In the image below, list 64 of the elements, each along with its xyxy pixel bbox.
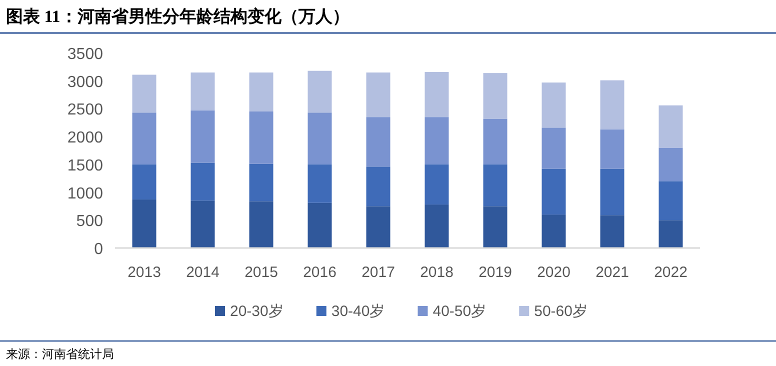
bar	[658, 220, 683, 248]
bar	[308, 164, 332, 203]
bar	[658, 105, 683, 148]
bar	[483, 118, 508, 164]
bar	[600, 129, 624, 169]
bar	[249, 112, 274, 164]
y-tick-label: 500	[76, 213, 104, 230]
bar	[249, 164, 274, 202]
x-tick-label: 2020	[537, 264, 570, 281]
bar	[424, 204, 449, 248]
bar	[249, 72, 274, 112]
y-tick-label: 2500	[67, 102, 104, 119]
source-note: 来源：河南省统计局	[6, 347, 114, 361]
bar	[132, 164, 156, 200]
x-tick-label: 2014	[186, 264, 220, 281]
chart-title: 图表 11：河南省男性分年龄结构变化（万人）	[6, 7, 350, 26]
legend-label: 50-60岁	[534, 303, 588, 320]
bar	[190, 200, 215, 248]
x-tick-label: 2019	[478, 264, 512, 281]
bar	[542, 128, 566, 169]
bar	[308, 202, 332, 248]
bar	[542, 168, 566, 215]
x-tick-label: 2021	[596, 264, 629, 281]
bar	[658, 148, 683, 182]
bar	[600, 168, 624, 216]
legend-label: 30-40岁	[331, 303, 385, 320]
bar	[366, 72, 390, 118]
bar	[366, 206, 390, 248]
bar	[424, 117, 449, 164]
y-tick-label: 1000	[67, 185, 104, 202]
bar	[190, 110, 215, 163]
bar	[132, 112, 156, 164]
x-tick-label: 2022	[654, 264, 688, 281]
bar	[658, 181, 683, 220]
bar	[600, 215, 624, 248]
bar	[483, 164, 508, 206]
x-tick-label: 2018	[420, 264, 454, 281]
bar	[424, 72, 449, 118]
bar	[249, 201, 274, 248]
bar	[308, 112, 332, 164]
bar	[424, 164, 449, 205]
bar	[190, 72, 215, 110]
bar	[190, 162, 215, 201]
bar	[483, 73, 508, 119]
legend-label: 40-50岁	[432, 303, 486, 320]
y-tick-label: 3000	[67, 74, 104, 91]
legend-label: 20-30岁	[230, 303, 284, 320]
bar	[542, 82, 566, 128]
y-tick-label: 1500	[67, 157, 104, 174]
bar	[366, 117, 390, 167]
bar	[308, 70, 332, 113]
y-tick-label: 0	[94, 241, 104, 258]
x-tick-label: 2017	[362, 264, 395, 281]
bar	[132, 74, 156, 113]
y-tick-label: 3500	[67, 46, 104, 63]
x-tick-label: 2016	[303, 264, 336, 281]
bar	[366, 166, 390, 206]
y-tick-label: 2000	[67, 130, 104, 147]
x-tick-label: 2015	[244, 264, 278, 281]
bar	[542, 214, 566, 248]
x-tick-label: 2013	[128, 264, 161, 281]
bar	[483, 206, 508, 248]
bar	[600, 80, 624, 130]
bar	[132, 200, 156, 248]
